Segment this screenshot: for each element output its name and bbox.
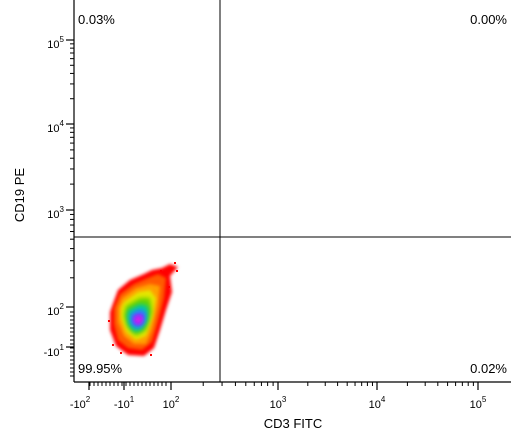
x-tick-label: 103 — [270, 395, 287, 411]
quadrant-lower-left-percent: 99.95% — [78, 361, 123, 376]
x-tick-label: 104 — [369, 395, 386, 411]
quadrant-upper-left-percent: 0.03% — [78, 12, 115, 27]
x-minor-ticks — [89, 382, 474, 386]
y-tick-label: 105 — [47, 35, 64, 51]
quadrant-lower-right-percent: 0.02% — [470, 361, 507, 376]
outlier-event — [108, 320, 110, 322]
outlier-event — [150, 354, 152, 356]
y-axis-label: CD19 PE — [12, 168, 27, 223]
cell-population-density — [108, 262, 178, 356]
outlier-event — [174, 262, 176, 264]
y-major-ticks — [66, 39, 74, 348]
y-minor-ticks — [70, 43, 74, 377]
x-axis-label: CD3 FITC — [264, 416, 323, 431]
density-contour — [135, 316, 142, 323]
x-tick-label: -101 — [114, 395, 135, 411]
x-major-ticks — [88, 382, 479, 390]
y-tick-label: -101 — [44, 343, 65, 359]
outlier-event — [176, 270, 178, 272]
y-tick-label: 104 — [47, 119, 64, 135]
x-tick-label: 105 — [470, 395, 487, 411]
x-tick-label: 102 — [163, 395, 180, 411]
outlier-event — [112, 344, 114, 346]
outlier-event — [160, 270, 162, 272]
x-tick-label: -102 — [70, 395, 91, 411]
outlier-event — [120, 352, 122, 354]
quadrant-upper-right-percent: 0.00% — [470, 12, 507, 27]
y-tick-label: 103 — [47, 205, 64, 221]
y-tick-label: 102 — [47, 302, 64, 318]
outlier-event — [168, 286, 170, 288]
